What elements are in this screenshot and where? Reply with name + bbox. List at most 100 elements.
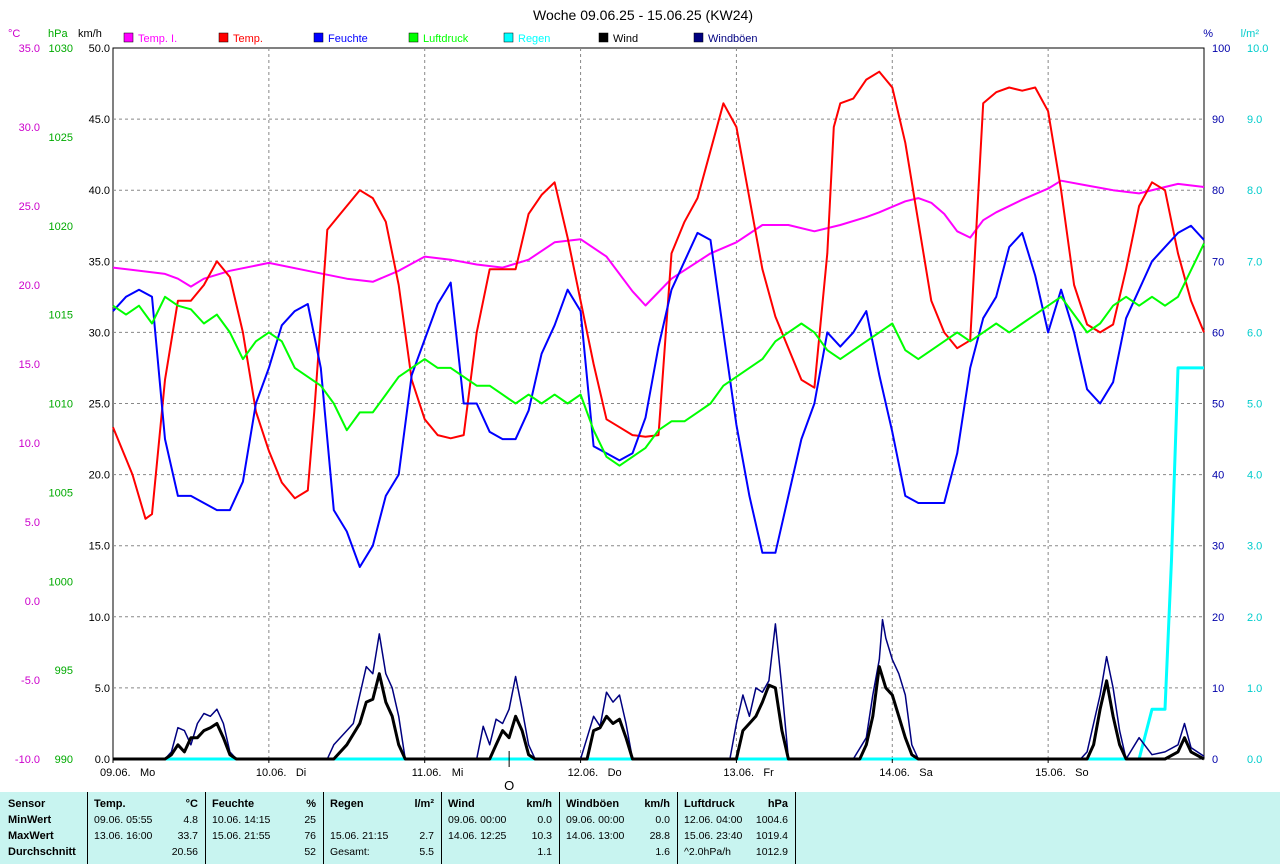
stat-row-label: 14.06. 12:25 <box>448 830 507 842</box>
y-tick-label-hum: 60 <box>1212 327 1224 339</box>
x-axis: 09.06. Mo 10.06. Di 11.06. Mi 12.06. Do 13.06. Fr… <box>100 751 1089 793</box>
stat-header-unit: °C <box>185 798 198 810</box>
y-tick-label-temp: -5.0 <box>21 675 40 687</box>
stat-row-label: MinWert <box>8 814 52 826</box>
stat-row-label: ^2.0hPa/h <box>684 846 731 858</box>
axis-unit-wind: km/h <box>78 28 102 40</box>
y-tick-label-hum: 50 <box>1212 399 1224 411</box>
stat-header: Feuchte <box>212 798 255 810</box>
legend-swatch <box>598 32 609 43</box>
stat-header: Wind <box>448 798 475 810</box>
legend-swatch <box>123 32 134 43</box>
y-tick-label-press: 1010 <box>49 399 73 411</box>
legend-label: Windböen <box>708 33 758 45</box>
y-tick-label-wind: 20.0 <box>89 470 110 482</box>
stat-column-separator <box>87 792 88 864</box>
stat-row-label: 09.06. 00:00 <box>448 814 507 826</box>
stat-header: Luftdruck <box>684 798 735 810</box>
legend-swatch <box>313 32 324 43</box>
x-tick-date: 13.06. <box>723 767 754 779</box>
x-tick-day: Do <box>608 767 622 779</box>
series-line-luftdruck <box>112 243 1205 467</box>
stat-header-unit: km/h <box>526 798 552 810</box>
legend-swatch <box>693 32 704 43</box>
stat-row-value: 1019.4 <box>755 830 788 842</box>
y-tick-label-wind: 40.0 <box>89 185 110 197</box>
stat-column-separator <box>323 792 324 864</box>
series-line-temp-i- <box>112 179 1205 307</box>
x-tick-day: Fr <box>763 767 774 779</box>
stat-row-value: 10.3 <box>531 830 552 842</box>
axis-unit-hum: % <box>1203 28 1213 40</box>
legend-label: Temp. I. <box>138 33 177 45</box>
y-tick-label-wind: 10.0 <box>89 612 110 624</box>
y-tick-label-wind: 5.0 <box>95 683 110 695</box>
stat-column-separator <box>559 792 560 864</box>
stat-row-label: 15.06. 21:15 <box>330 830 389 842</box>
x-tick-date: 10.06. <box>256 767 287 779</box>
stat-header: Sensor <box>8 798 46 810</box>
y-tick-label-temp: 5.0 <box>25 517 40 529</box>
stat-header: Regen <box>330 798 364 810</box>
y-tick-label-rain: 6.0 <box>1247 327 1262 339</box>
y-tick-label-hum: 20 <box>1212 612 1224 624</box>
y-tick-label-temp: 30.0 <box>19 122 40 134</box>
stat-row-value: 1012.9 <box>755 846 788 858</box>
stat-row-label: Gesamt: <box>330 846 370 858</box>
x-tick-day: Mi <box>452 767 464 779</box>
x-tick-date: 09.06. <box>100 767 131 779</box>
stat-row-value: 0.0 <box>537 814 552 826</box>
y-tick-label-temp: 35.0 <box>19 43 40 55</box>
stat-row-value: 1.6 <box>655 846 670 858</box>
y-tick-label-rain: 1.0 <box>1247 683 1262 695</box>
stat-row-label: 12.06. 04:00 <box>684 814 743 826</box>
y-tick-label-temp: 25.0 <box>19 201 40 213</box>
y-tick-label-rain: 4.0 <box>1247 470 1262 482</box>
legend-swatch <box>218 32 229 43</box>
x-tick-day: Di <box>296 767 306 779</box>
stat-row-label: 15.06. 21:55 <box>212 830 271 842</box>
stat-header-unit: % <box>306 798 316 810</box>
stat-row-value: 33.7 <box>177 830 198 842</box>
stat-row-value: 0.0 <box>655 814 670 826</box>
x-tick-date: 14.06. <box>879 767 910 779</box>
y-tick-label-press: 1005 <box>49 487 73 499</box>
y-tick-label-hum: 80 <box>1212 185 1224 197</box>
stat-row-label: 09.06. 05:55 <box>94 814 153 826</box>
y-tick-label-hum: 100 <box>1212 43 1230 55</box>
stat-column-separator <box>795 792 796 864</box>
stat-row-value: 20.56 <box>171 846 198 858</box>
y-tick-label-temp: 20.0 <box>19 280 40 292</box>
stat-row-label: 14.06. 13:00 <box>566 830 625 842</box>
y-tick-label-hum: 70 <box>1212 256 1224 268</box>
series-layer <box>112 70 1205 761</box>
y-tick-label-rain: 3.0 <box>1247 541 1262 553</box>
stat-row-value: 28.8 <box>649 830 670 842</box>
stat-column-separator <box>205 792 206 864</box>
y-tick-label-rain: 8.0 <box>1247 185 1262 197</box>
y-tick-label-wind: 45.0 <box>89 114 110 126</box>
stat-row-value: 5.5 <box>419 846 434 858</box>
y-tick-label-wind: 35.0 <box>89 256 110 268</box>
y-tick-label-press: 1015 <box>49 310 73 322</box>
stat-row-value: 1.1 <box>537 846 552 858</box>
stat-row-label: Durchschnitt <box>8 846 76 858</box>
legend-label: Luftdruck <box>423 33 469 45</box>
legend-label: Wind <box>613 33 638 45</box>
stat-row-label: 10.06. 14:15 <box>212 814 271 826</box>
stat-column-separator <box>677 792 678 864</box>
y-tick-label-wind: 25.0 <box>89 399 110 411</box>
stat-header-unit: hPa <box>767 798 788 810</box>
grid-lines <box>113 48 1204 759</box>
series-line-feuchte <box>112 224 1205 568</box>
y-tick-label-wind: 30.0 <box>89 327 110 339</box>
x-tick-date: 15.06. <box>1035 767 1066 779</box>
y-tick-label-hum: 0 <box>1212 754 1218 766</box>
series-line-windb-en <box>113 618 1205 760</box>
legend-label: Feuchte <box>328 33 368 45</box>
stat-row-label: MaxWert <box>8 830 54 842</box>
weekly-weather-chart: Woche 09.06.25 - 15.06.25 (KW24) 35.0 30.… <box>8 7 1268 793</box>
y-tick-label-press: 1020 <box>49 221 73 233</box>
y-tick-label-rain: 0.0 <box>1247 754 1262 766</box>
